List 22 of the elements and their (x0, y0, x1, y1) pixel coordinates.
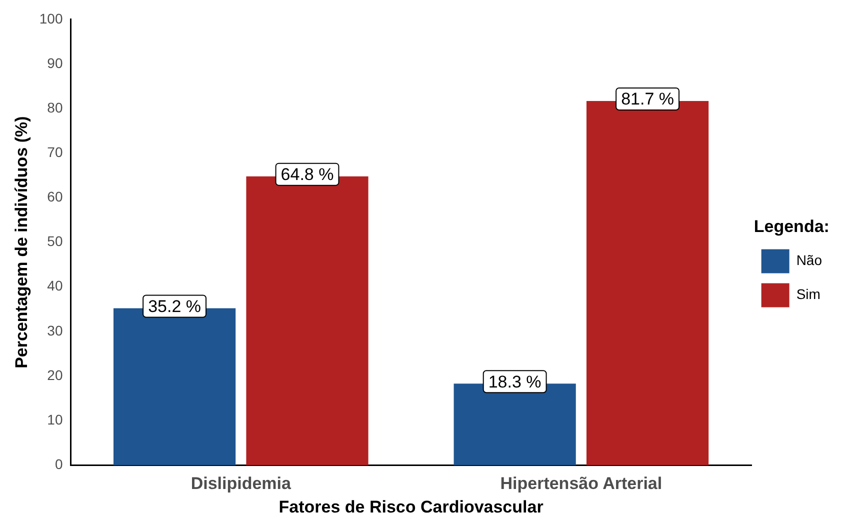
y-tick-label: 0 (54, 456, 63, 472)
data-label: 18.3 % (488, 372, 542, 392)
y-tick-label: 50 (47, 233, 63, 250)
y-tick-label: 70 (47, 144, 63, 160)
data-label: 35.2 % (148, 296, 202, 316)
y-tick-label: 10 (47, 411, 63, 428)
y-tick-label: 80 (47, 99, 63, 116)
y-tick-label: 40 (47, 278, 63, 294)
legend-title: Legenda: (754, 216, 830, 236)
y-tick-label: 20 (47, 366, 63, 383)
y-tick-label: 90 (47, 54, 63, 71)
y-axis-title: Percentagem de indivíduos (%) (12, 116, 31, 368)
y-tick-label: 60 (47, 188, 63, 205)
y-tick-label: 100 (39, 10, 63, 26)
data-label: 81.7 % (621, 90, 674, 109)
x-tick-label: Hipertensão Arterial (500, 474, 662, 494)
y-tick-label: 30 (47, 322, 63, 338)
data-label: 64.8 % (280, 165, 334, 184)
legend-label: Não (796, 252, 822, 268)
x-axis-title: Fatores de Risco Cardiovascular (278, 497, 544, 516)
legend-label: Sim (796, 286, 820, 302)
x-tick-label: Dislipidemia (190, 474, 292, 494)
